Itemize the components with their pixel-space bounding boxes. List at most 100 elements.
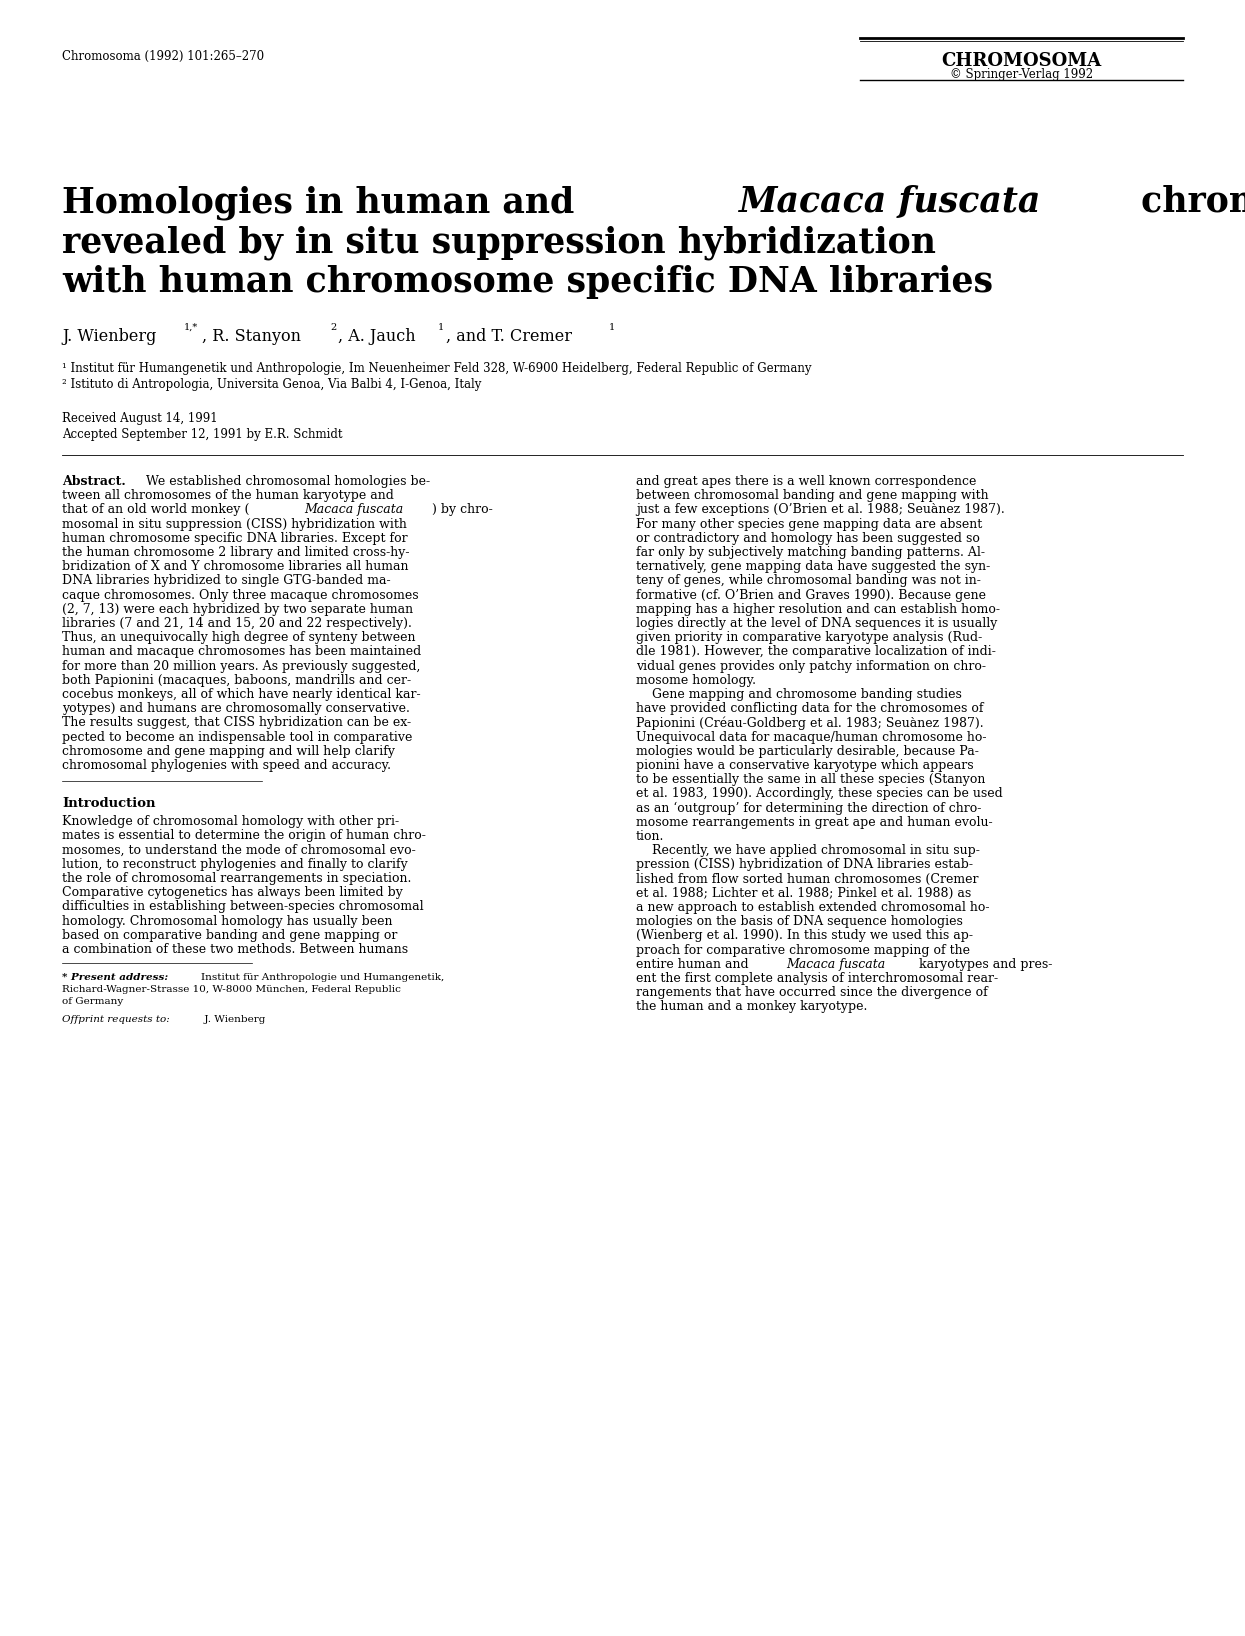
Text: J. Wienberg: J. Wienberg	[62, 327, 157, 345]
Text: have provided conflicting data for the chromosomes of: have provided conflicting data for the c…	[636, 702, 984, 715]
Text: that of an old world monkey (: that of an old world monkey (	[62, 504, 249, 517]
Text: Macaca fuscata: Macaca fuscata	[304, 504, 403, 517]
Text: dle 1981). However, the comparative localization of indi-: dle 1981). However, the comparative loca…	[636, 645, 996, 658]
Text: Offprint requests to:: Offprint requests to:	[62, 1016, 169, 1024]
Text: Knowledge of chromosomal homology with other pri-: Knowledge of chromosomal homology with o…	[62, 815, 400, 828]
Text: tween all chromosomes of the human karyotype and: tween all chromosomes of the human karyo…	[62, 489, 393, 502]
Text: mosome rearrangements in great ape and human evolu-: mosome rearrangements in great ape and h…	[636, 816, 992, 829]
Text: (Wienberg et al. 1990). In this study we used this ap-: (Wienberg et al. 1990). In this study we…	[636, 929, 974, 942]
Text: Recently, we have applied chromosomal in situ sup-: Recently, we have applied chromosomal in…	[636, 844, 980, 857]
Text: et al. 1983, 1990). Accordingly, these species can be used: et al. 1983, 1990). Accordingly, these s…	[636, 787, 1002, 800]
Text: The results suggest, that CISS hybridization can be ex-: The results suggest, that CISS hybridiza…	[62, 717, 411, 730]
Text: Institut für Anthropologie und Humangenetik,: Institut für Anthropologie und Humangene…	[202, 973, 444, 982]
Text: libraries (7 and 21, 14 and 15, 20 and 22 respectively).: libraries (7 and 21, 14 and 15, 20 and 2…	[62, 617, 412, 630]
Text: of Germany: of Germany	[62, 998, 123, 1006]
Text: Chromosoma (1992) 101:265–270: Chromosoma (1992) 101:265–270	[62, 51, 264, 64]
Text: Accepted September 12, 1991 by E.R. Schmidt: Accepted September 12, 1991 by E.R. Schm…	[62, 429, 342, 442]
Text: pected to become an indispensable tool in comparative: pected to become an indispensable tool i…	[62, 731, 412, 744]
Text: ² Istituto di Antropologia, Universita Genoa, Via Balbi 4, I-Genoa, Italy: ² Istituto di Antropologia, Universita G…	[62, 378, 482, 391]
Text: mologies would be particularly desirable, because Pa-: mologies would be particularly desirable…	[636, 744, 979, 757]
Text: tion.: tion.	[636, 829, 665, 843]
Text: entire human and: entire human and	[636, 957, 753, 970]
Text: for more than 20 million years. As previously suggested,: for more than 20 million years. As previ…	[62, 659, 421, 672]
Text: (2, 7, 13) were each hybridized by two separate human: (2, 7, 13) were each hybridized by two s…	[62, 602, 413, 615]
Text: pression (CISS) hybridization of DNA libraries estab-: pression (CISS) hybridization of DNA lib…	[636, 859, 974, 872]
Text: Received August 14, 1991: Received August 14, 1991	[62, 412, 218, 425]
Text: Macaca fuscata: Macaca fuscata	[738, 185, 1041, 219]
Text: to be essentially the same in all these species (Stanyon: to be essentially the same in all these …	[636, 774, 985, 787]
Text: Macaca fuscata: Macaca fuscata	[787, 957, 885, 970]
Text: ) by chro-: ) by chro-	[432, 504, 493, 517]
Text: mapping has a higher resolution and can establish homo-: mapping has a higher resolution and can …	[636, 602, 1000, 615]
Text: We established chromosomal homologies be-: We established chromosomal homologies be…	[146, 474, 431, 488]
Text: homology. Chromosomal homology has usually been: homology. Chromosomal homology has usual…	[62, 915, 392, 928]
Text: chromosomes: chromosomes	[1129, 185, 1245, 219]
Text: CHROMOSOMA: CHROMOSOMA	[941, 52, 1102, 70]
Text: or contradictory and homology has been suggested so: or contradictory and homology has been s…	[636, 532, 980, 545]
Text: yotypes) and humans are chromosomally conservative.: yotypes) and humans are chromosomally co…	[62, 702, 410, 715]
Text: and great apes there is a well known correspondence: and great apes there is a well known cor…	[636, 474, 976, 488]
Text: teny of genes, while chromosomal banding was not in-: teny of genes, while chromosomal banding…	[636, 574, 981, 587]
Text: Richard-Wagner-Strasse 10, W-8000 München, Federal Republic: Richard-Wagner-Strasse 10, W-8000 Münche…	[62, 985, 401, 995]
Text: © Springer-Verlag 1992: © Springer-Verlag 1992	[950, 69, 1093, 82]
Text: bridization of X and Y chromosome libraries all human: bridization of X and Y chromosome librar…	[62, 560, 408, 573]
Text: chromosome and gene mapping and will help clarify: chromosome and gene mapping and will hel…	[62, 744, 395, 757]
Text: et al. 1988; Lichter et al. 1988; Pinkel et al. 1988) as: et al. 1988; Lichter et al. 1988; Pinkel…	[636, 887, 971, 900]
Text: the human and a monkey karyotype.: the human and a monkey karyotype.	[636, 1000, 868, 1013]
Text: between chromosomal banding and gene mapping with: between chromosomal banding and gene map…	[636, 489, 989, 502]
Text: a combination of these two methods. Between humans: a combination of these two methods. Betw…	[62, 942, 408, 955]
Text: caque chromosomes. Only three macaque chromosomes: caque chromosomes. Only three macaque ch…	[62, 589, 418, 602]
Text: the human chromosome 2 library and limited cross-hy-: the human chromosome 2 library and limit…	[62, 546, 410, 560]
Text: based on comparative banding and gene mapping or: based on comparative banding and gene ma…	[62, 929, 397, 942]
Text: ent the first complete analysis of interchromosomal rear-: ent the first complete analysis of inter…	[636, 972, 998, 985]
Text: Unequivocal data for macaque/human chromosome ho-: Unequivocal data for macaque/human chrom…	[636, 731, 986, 744]
Text: as an ‘outgroup’ for determining the direction of chro-: as an ‘outgroup’ for determining the dir…	[636, 802, 981, 815]
Text: a new approach to establish extended chromosomal ho-: a new approach to establish extended chr…	[636, 901, 990, 915]
Text: mosomal in situ suppression (CISS) hybridization with: mosomal in situ suppression (CISS) hybri…	[62, 517, 407, 530]
Text: mosomes, to understand the mode of chromosomal evo-: mosomes, to understand the mode of chrom…	[62, 844, 416, 857]
Text: For many other species gene mapping data are absent: For many other species gene mapping data…	[636, 517, 982, 530]
Text: mosome homology.: mosome homology.	[636, 674, 756, 687]
Text: human chromosome specific DNA libraries. Except for: human chromosome specific DNA libraries.…	[62, 532, 407, 545]
Text: just a few exceptions (O’Brien et al. 1988; Seuànez 1987).: just a few exceptions (O’Brien et al. 19…	[636, 504, 1005, 517]
Text: ¹ Institut für Humangenetik und Anthropologie, Im Neuenheimer Feld 328, W-6900 H: ¹ Institut für Humangenetik und Anthropo…	[62, 362, 812, 375]
Text: Comparative cytogenetics has always been limited by: Comparative cytogenetics has always been…	[62, 887, 403, 900]
Text: Papionini (Créau-Goldberg et al. 1983; Seuànez 1987).: Papionini (Créau-Goldberg et al. 1983; S…	[636, 717, 984, 730]
Text: 1,*: 1,*	[184, 322, 198, 332]
Text: lished from flow sorted human chromosomes (Cremer: lished from flow sorted human chromosome…	[636, 872, 979, 885]
Text: with human chromosome specific DNA libraries: with human chromosome specific DNA libra…	[62, 265, 994, 299]
Text: 1: 1	[438, 322, 444, 332]
Text: cocebus monkeys, all of which have nearly identical kar-: cocebus monkeys, all of which have nearl…	[62, 689, 421, 700]
Text: Introduction: Introduction	[62, 797, 156, 810]
Text: ternatively, gene mapping data have suggested the syn-: ternatively, gene mapping data have sugg…	[636, 560, 990, 573]
Text: logies directly at the level of DNA sequences it is usually: logies directly at the level of DNA sequ…	[636, 617, 997, 630]
Text: proach for comparative chromosome mapping of the: proach for comparative chromosome mappin…	[636, 944, 970, 957]
Text: J. Wienberg: J. Wienberg	[200, 1016, 265, 1024]
Text: Thus, an unequivocally high degree of synteny between: Thus, an unequivocally high degree of sy…	[62, 631, 416, 645]
Text: both Papionini (macaques, baboons, mandrills and cer-: both Papionini (macaques, baboons, mandr…	[62, 674, 411, 687]
Text: mates is essential to determine the origin of human chro-: mates is essential to determine the orig…	[62, 829, 426, 843]
Text: Homologies in human and: Homologies in human and	[62, 185, 586, 219]
Text: human and macaque chromosomes has been maintained: human and macaque chromosomes has been m…	[62, 645, 421, 658]
Text: Abstract.: Abstract.	[62, 474, 126, 488]
Text: given priority in comparative karyotype analysis (Rud-: given priority in comparative karyotype …	[636, 631, 982, 645]
Text: chromosomal phylogenies with speed and accuracy.: chromosomal phylogenies with speed and a…	[62, 759, 391, 772]
Text: the role of chromosomal rearrangements in speciation.: the role of chromosomal rearrangements i…	[62, 872, 411, 885]
Text: , R. Stanyon: , R. Stanyon	[202, 327, 301, 345]
Text: mologies on the basis of DNA sequence homologies: mologies on the basis of DNA sequence ho…	[636, 915, 962, 928]
Text: , A. Jauch: , A. Jauch	[337, 327, 416, 345]
Text: karyotypes and pres-: karyotypes and pres-	[915, 957, 1052, 970]
Text: vidual genes provides only patchy information on chro-: vidual genes provides only patchy inform…	[636, 659, 986, 672]
Text: pionini have a conservative karyotype which appears: pionini have a conservative karyotype wh…	[636, 759, 974, 772]
Text: Gene mapping and chromosome banding studies: Gene mapping and chromosome banding stud…	[636, 689, 962, 700]
Text: lution, to reconstruct phylogenies and finally to clarify: lution, to reconstruct phylogenies and f…	[62, 857, 408, 870]
Text: 2: 2	[330, 322, 336, 332]
Text: rangements that have occurred since the divergence of: rangements that have occurred since the …	[636, 987, 987, 1000]
Text: formative (cf. O’Brien and Graves 1990). Because gene: formative (cf. O’Brien and Graves 1990).…	[636, 589, 986, 602]
Text: * Present address:: * Present address:	[62, 973, 168, 982]
Text: DNA libraries hybridized to single GTG-banded ma-: DNA libraries hybridized to single GTG-b…	[62, 574, 391, 587]
Text: difficulties in establishing between-species chromosomal: difficulties in establishing between-spe…	[62, 900, 423, 913]
Text: revealed by in situ suppression hybridization: revealed by in situ suppression hybridiz…	[62, 226, 936, 260]
Text: , and T. Cremer: , and T. Cremer	[446, 327, 573, 345]
Text: 1: 1	[609, 322, 615, 332]
